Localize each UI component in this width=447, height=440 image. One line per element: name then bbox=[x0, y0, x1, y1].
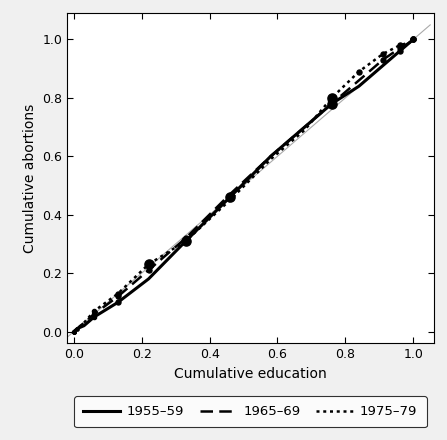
Y-axis label: Cumulative abortions: Cumulative abortions bbox=[23, 103, 37, 253]
X-axis label: Cumulative education: Cumulative education bbox=[174, 367, 327, 381]
Legend: 1955–59, 1965–69, 1975–79: 1955–59, 1965–69, 1975–79 bbox=[74, 396, 426, 428]
